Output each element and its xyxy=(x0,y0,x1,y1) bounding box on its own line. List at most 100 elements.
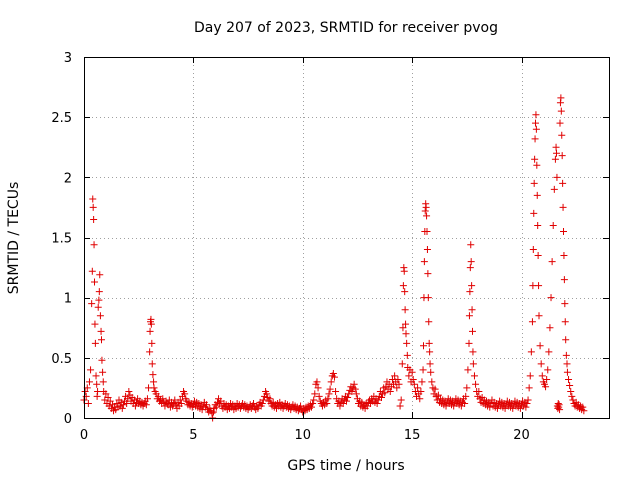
grid-lines xyxy=(84,57,609,418)
data-point xyxy=(557,107,565,115)
data-point xyxy=(580,407,588,415)
data-point xyxy=(88,267,96,275)
data-point xyxy=(525,384,533,392)
data-point xyxy=(208,409,216,417)
data-point xyxy=(177,400,185,408)
data-point xyxy=(468,306,476,314)
data-point xyxy=(530,179,538,187)
data-point xyxy=(352,390,360,398)
data-point xyxy=(549,221,557,229)
data-point xyxy=(414,384,422,392)
data-point xyxy=(466,288,474,296)
data-point xyxy=(523,400,531,408)
data-point xyxy=(418,378,426,386)
data-point xyxy=(402,320,410,328)
data-point xyxy=(96,271,104,279)
data-point xyxy=(90,241,98,249)
data-point xyxy=(381,389,389,397)
data-point xyxy=(425,339,433,347)
data-point xyxy=(531,135,539,143)
data-point xyxy=(181,390,189,398)
data-point xyxy=(344,394,352,402)
data-point xyxy=(89,203,97,211)
data-point xyxy=(423,212,431,220)
data-point xyxy=(543,375,551,383)
data-point xyxy=(532,125,540,133)
data-point xyxy=(393,384,401,392)
data-point xyxy=(544,366,552,374)
data-point xyxy=(551,155,559,163)
data-point xyxy=(98,356,106,364)
data-point xyxy=(531,155,539,163)
y-axis-label: SRMTID / TECUs xyxy=(6,182,22,295)
data-point xyxy=(461,400,469,408)
axis-ticks xyxy=(84,57,609,419)
data-point xyxy=(553,173,561,181)
data-point xyxy=(552,143,560,151)
data-point xyxy=(95,296,103,304)
data-point xyxy=(323,400,331,408)
data-point xyxy=(560,276,568,284)
data-point xyxy=(212,403,220,411)
data-point xyxy=(99,378,107,386)
data-point xyxy=(118,404,126,412)
data-point xyxy=(396,402,404,410)
data-point xyxy=(424,270,432,278)
data-point xyxy=(423,227,431,235)
data-point xyxy=(210,408,217,416)
data-point xyxy=(150,378,158,386)
data-points xyxy=(80,94,588,422)
data-point xyxy=(88,300,96,308)
data-point xyxy=(420,258,428,266)
data-point xyxy=(472,380,480,388)
data-point xyxy=(146,348,154,356)
data-point xyxy=(403,351,411,359)
data-point xyxy=(533,191,541,199)
data-point xyxy=(550,185,558,193)
data-point xyxy=(402,330,410,338)
data-point xyxy=(559,179,567,187)
data-point xyxy=(532,111,540,119)
data-point xyxy=(176,396,184,404)
data-point xyxy=(417,388,425,396)
data-point xyxy=(93,380,101,388)
data-point xyxy=(534,221,542,229)
data-point xyxy=(419,366,427,374)
y-tick-label: 1.5 xyxy=(51,232,72,247)
data-point xyxy=(203,401,210,409)
data-point xyxy=(99,368,107,376)
data-point xyxy=(533,161,541,169)
data-point xyxy=(567,388,575,396)
data-point xyxy=(399,282,407,290)
data-point xyxy=(424,294,432,302)
data-point xyxy=(332,388,340,396)
data-point xyxy=(416,395,424,403)
data-point xyxy=(123,400,131,408)
data-point xyxy=(547,294,555,302)
data-point xyxy=(398,360,406,368)
data-point xyxy=(420,342,427,350)
data-point xyxy=(148,360,156,368)
data-point xyxy=(560,227,567,235)
data-point xyxy=(399,324,407,332)
data-point xyxy=(82,392,90,400)
data-point xyxy=(464,366,472,374)
data-point xyxy=(562,336,570,344)
data-point xyxy=(556,406,564,414)
x-tick-label: 0 xyxy=(80,428,88,443)
data-point xyxy=(579,403,587,411)
data-point xyxy=(97,327,105,335)
data-point xyxy=(91,339,99,347)
data-point xyxy=(81,388,89,396)
data-point xyxy=(466,264,474,272)
data-point xyxy=(548,258,556,266)
data-point xyxy=(119,401,127,409)
data-point xyxy=(102,390,110,398)
data-point xyxy=(391,372,399,380)
data-point xyxy=(426,348,434,356)
data-point xyxy=(558,152,566,160)
y-tick-label: 3 xyxy=(64,51,72,66)
data-point xyxy=(462,392,470,400)
data-point xyxy=(87,366,95,374)
data-point xyxy=(468,282,476,290)
